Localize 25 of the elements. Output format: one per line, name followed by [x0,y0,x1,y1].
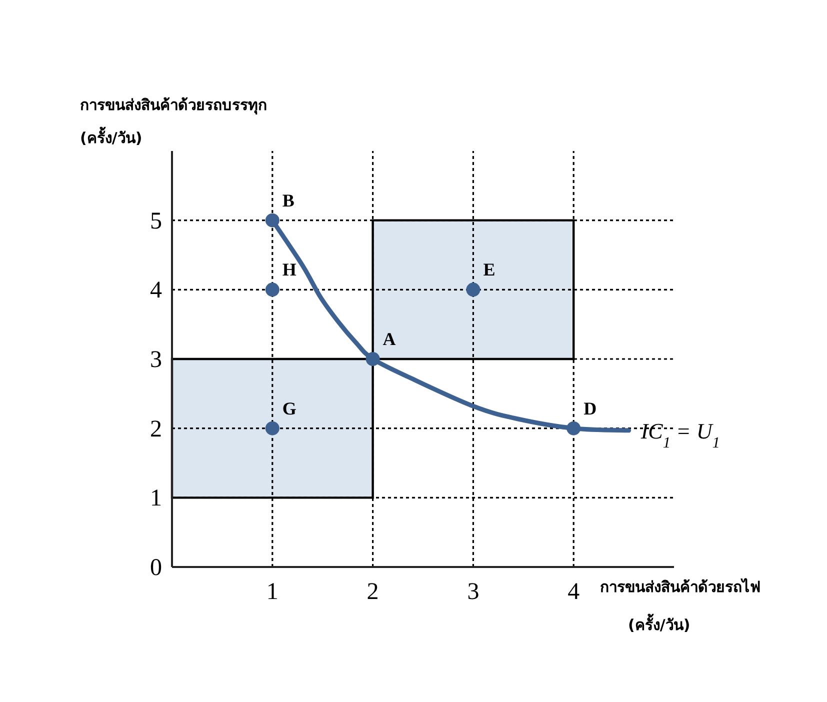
x-tick-label: 2 [366,579,379,605]
y-tick-label: 5 [150,208,162,234]
x-tick-label: 4 [568,579,580,605]
y-tick-label: 3 [150,347,162,373]
point [265,282,280,297]
text: การขนส่งสินค้าด้วยรถไฟ (ครั้ง/วัน) [600,578,761,634]
x-tick-label: 1 [266,579,278,605]
y-axis-title: การขนส่งสินค้าด้วยรถบรรทุก (ครั้ง/วัน) [80,96,267,147]
annotation: B [282,190,294,210]
point [566,421,581,436]
y-tick-label: 4 [150,278,162,304]
point [366,352,380,366]
annotation: G [282,398,296,418]
point [466,282,480,297]
series-label: IC$_{1}$ = U$_{1}$ [640,418,720,451]
annotation: H [282,260,296,280]
annotation: E [483,260,496,280]
annotation: D [584,398,597,418]
y-tick-label: 0 [150,555,162,581]
y-tick-label: 1 [150,486,162,512]
y-tick-label: 2 [150,416,162,442]
x-tick-label: 3 [467,579,480,605]
annotation: A [382,329,396,349]
point [265,421,280,436]
point [265,213,280,228]
